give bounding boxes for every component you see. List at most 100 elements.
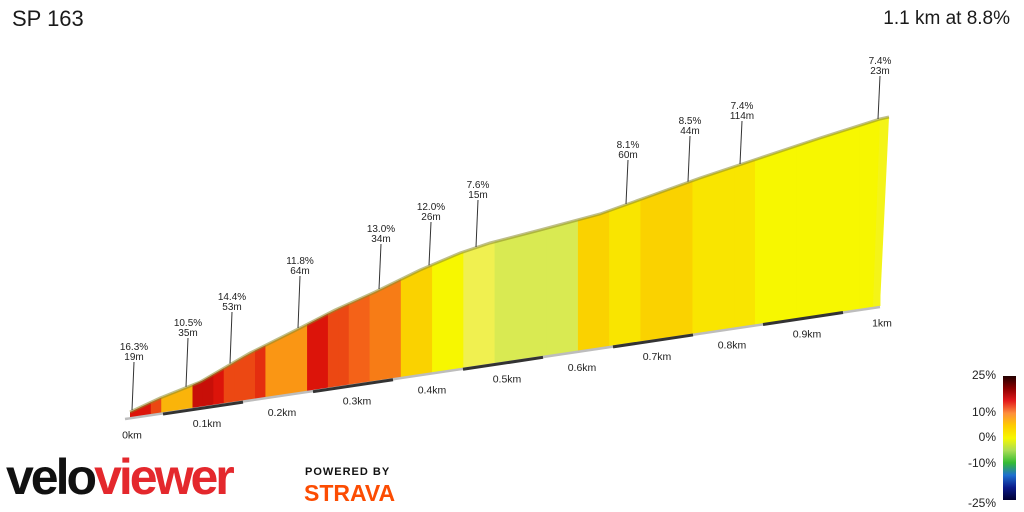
annotation-gain: 15m (468, 190, 487, 201)
segment-annotations: 16.3%19m 10.5%35m 14.4%53m 11.8%64m 13.0%34m… (120, 56, 892, 411)
grade-strip (213, 367, 225, 406)
x-tick-label: 0.5km (493, 373, 522, 385)
annotation-gain: 19m (124, 352, 143, 363)
annotation-gain: 60m (618, 150, 637, 161)
grade-strip (807, 138, 818, 317)
legend-label: 10% (972, 405, 996, 419)
grade-strip (796, 142, 808, 319)
grade-strip (223, 361, 235, 404)
x-tick-label: 0.4km (418, 384, 447, 396)
powered-by-label: POWERED BY (305, 466, 391, 478)
legend-colorbar (1003, 376, 1016, 500)
profile-ridge (129, 115, 890, 414)
grade-strip (755, 156, 766, 325)
grade-strip (577, 217, 589, 352)
grade-strip (286, 329, 298, 395)
grade-strip (650, 191, 662, 341)
grade-strip (182, 384, 193, 411)
grade-strip (348, 298, 360, 386)
grade-strip (734, 163, 745, 328)
grade-strip (452, 251, 464, 370)
annotation-leader (625, 159, 629, 204)
grade-legend: 25% 10% 0% -10% -25% (968, 368, 1016, 510)
x-tick-label: 0.8km (718, 340, 747, 352)
profile-side-wall (873, 117, 889, 306)
annotation-grade: 8.1% (617, 140, 640, 151)
grade-strip (484, 241, 495, 366)
grade-strip (546, 225, 558, 356)
grade-strip (234, 355, 245, 403)
annotation-leader (297, 275, 301, 329)
grade-strip (661, 188, 673, 339)
grade-strip (442, 255, 454, 372)
grade-strip (609, 206, 620, 347)
annotation-leader (739, 120, 743, 165)
annotation-grade: 13.0% (367, 224, 395, 235)
annotation-leader (229, 311, 233, 364)
grade-strip (400, 274, 412, 378)
x-tick-label: 0.7km (643, 351, 672, 363)
grade-strip (713, 169, 725, 331)
grade-strip (682, 180, 693, 336)
grade-strip (265, 339, 277, 398)
annotation-grade: 10.5% (174, 318, 202, 329)
x-tick-label: 0.9km (793, 328, 822, 340)
axis-band (162, 400, 244, 416)
grade-strip (140, 402, 152, 417)
grade-strip (307, 318, 318, 392)
annotation-grade: 11.8% (286, 256, 314, 267)
grade-strip (588, 214, 600, 350)
veloviewer-logo: veloviewer (6, 449, 235, 505)
x-tick-label: 0.3km (343, 396, 372, 408)
grade-strip (390, 279, 402, 380)
grade-strip (525, 230, 537, 359)
annotation-grade: 7.4% (731, 101, 754, 112)
annotation-grade: 8.5% (679, 116, 702, 127)
segment-title: SP 163 (12, 6, 84, 31)
grade-strip (619, 203, 631, 345)
annotation-leader (185, 337, 189, 387)
grade-strip (161, 393, 173, 414)
grade-strip (494, 238, 506, 364)
grade-strip (369, 289, 381, 383)
grade-strip (171, 389, 183, 412)
logo-viewer: viewer (94, 449, 235, 505)
grade-strip (557, 222, 568, 355)
x-tick-label: 1km (872, 317, 892, 329)
segment-summary: 1.1 km at 8.8% (883, 8, 1010, 29)
grade-strip (463, 248, 475, 369)
grade-strip (411, 269, 423, 376)
grade-strip (536, 228, 548, 358)
grade-strip (671, 184, 683, 338)
annotation-grade: 12.0% (417, 202, 445, 213)
distance-axis: 0km 0.1km 0.2km 0.3km 0.4km 0.5km 0.6km 0.7km 0.… (122, 305, 892, 441)
axis-band (462, 355, 544, 371)
profile-end-wall (873, 117, 889, 306)
grade-strip (567, 219, 579, 353)
grade-strip (744, 159, 756, 327)
grade-strip (817, 135, 829, 316)
legend-label: -10% (968, 456, 996, 470)
grade-strip (505, 236, 516, 362)
grade-strip (275, 334, 287, 397)
logo-velo: velo (6, 449, 97, 505)
grade-strip (702, 173, 714, 333)
grade-strip (192, 380, 204, 409)
grade-strip (859, 122, 870, 310)
axis-band (612, 333, 694, 349)
grade-strip (244, 350, 256, 401)
annotation-leader (131, 361, 135, 411)
gradient-strips (130, 119, 881, 418)
annotation-leader (378, 243, 382, 290)
annotation-gain: 23m (870, 66, 889, 77)
ridge-line (129, 115, 890, 414)
annotation-leader (877, 75, 881, 120)
grade-strip (827, 132, 839, 314)
x-tick-label: 0.6km (568, 362, 597, 374)
grade-strip (630, 199, 641, 344)
annotation-grade: 14.4% (218, 292, 246, 303)
grade-strip (640, 195, 652, 342)
annotation-grade: 16.3% (120, 342, 148, 353)
